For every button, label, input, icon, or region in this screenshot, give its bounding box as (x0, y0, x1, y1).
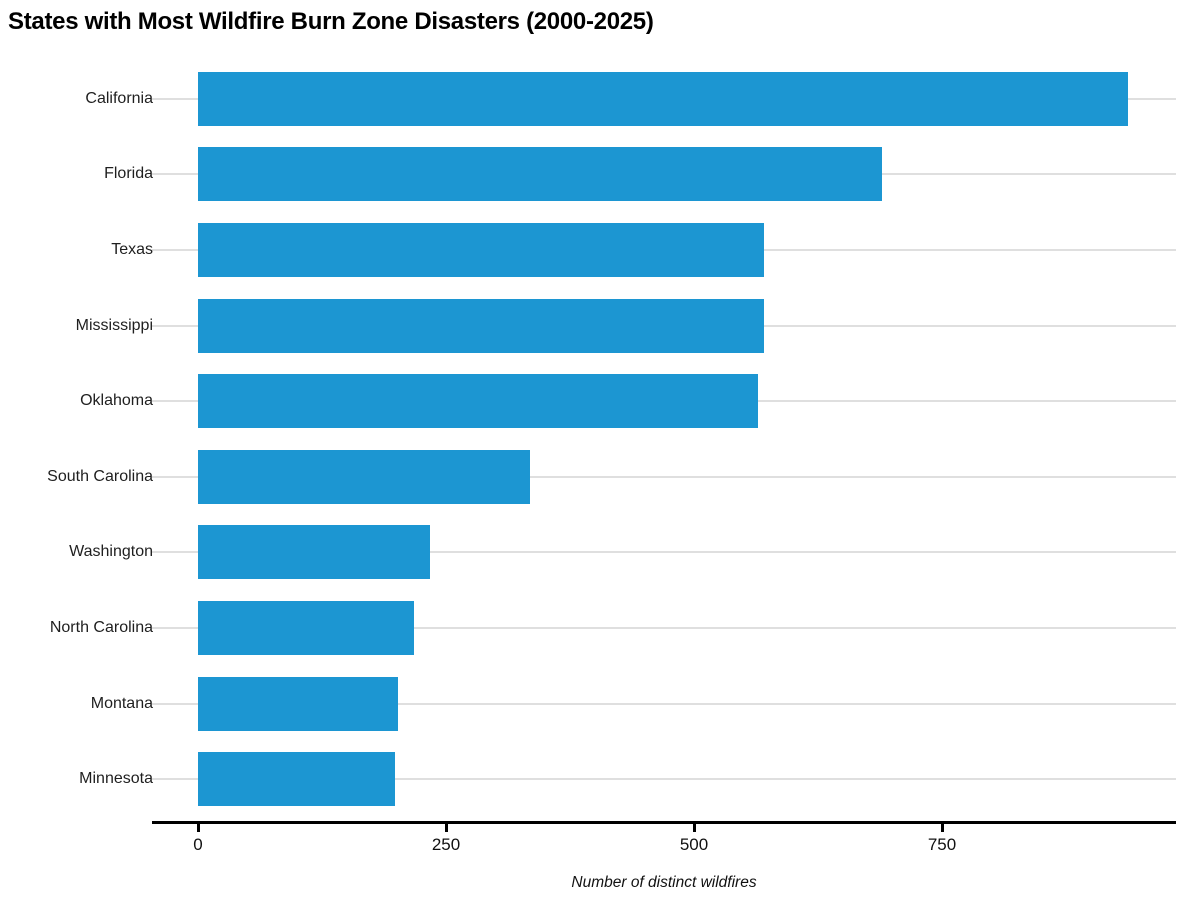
gridline (152, 627, 1176, 629)
gridline (152, 475, 1176, 478)
y-axis-label-california: California (85, 89, 153, 107)
y-axis-label-montana: Montana (90, 694, 153, 712)
bar-north-carolina (198, 601, 415, 655)
chart-title: States with Most Wildfire Burn Zone Disa… (8, 8, 654, 35)
x-axis-line (152, 821, 1176, 824)
x-axis-tick (196, 824, 200, 832)
gridline (152, 551, 1176, 554)
y-axis-label-washington: Washington (69, 543, 153, 561)
plot-panel (152, 61, 1176, 817)
y-axis-label-florida: Florida (104, 165, 153, 183)
x-axis-tick (692, 824, 696, 832)
bar-california (198, 71, 1128, 126)
bar-south-carolina (198, 449, 531, 504)
y-axis-label-south-carolina: South Carolina (47, 467, 153, 485)
bar-oklahoma (198, 374, 759, 429)
bar-mississippi (198, 298, 765, 353)
bar-washington (198, 525, 431, 580)
y-axis-label-texas: Texas (111, 241, 153, 258)
x-axis-tick (940, 824, 944, 832)
x-axis-tick-label: 250 (431, 835, 461, 854)
y-axis-label-minnesota: Minnesota (79, 770, 153, 788)
bar-montana (198, 676, 399, 731)
bar-florida (198, 147, 883, 202)
bar-texas (198, 223, 765, 277)
y-axis-label-mississippi: Mississippi (75, 316, 153, 334)
gridline (152, 702, 1176, 705)
y-axis-label-north-carolina: North Carolina (49, 619, 153, 636)
x-axis-tick-label: 0 (193, 835, 203, 854)
y-axis-label-oklahoma: Oklahoma (80, 392, 153, 410)
x-axis-tick-label: 500 (679, 835, 709, 854)
x-axis-tick-label: 750 (927, 835, 957, 854)
bar-minnesota (198, 752, 396, 807)
x-axis-tick (444, 824, 448, 832)
gridline (152, 778, 1176, 781)
x-axis-title: Number of distinct wildfires (571, 874, 757, 891)
